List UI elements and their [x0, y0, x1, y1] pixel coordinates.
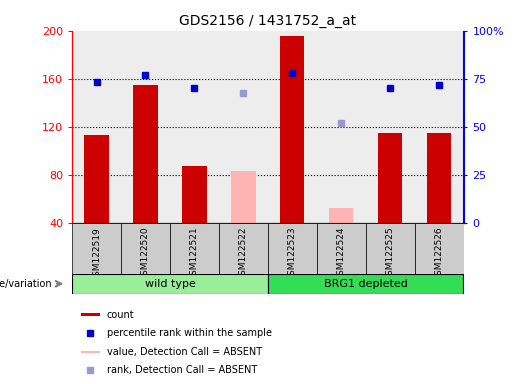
Bar [268, 223, 317, 275]
Bar [121, 31, 170, 223]
Bar [378, 133, 402, 223]
Text: count: count [107, 310, 134, 320]
Title: GDS2156 / 1431752_a_at: GDS2156 / 1431752_a_at [179, 14, 356, 28]
Bar [427, 133, 451, 223]
Text: GSM122522: GSM122522 [239, 227, 248, 281]
Bar [268, 274, 464, 294]
Bar [182, 166, 207, 223]
Text: genotype/variation: genotype/variation [0, 279, 52, 289]
Bar [268, 31, 317, 223]
Bar [170, 223, 219, 275]
Text: GSM122525: GSM122525 [386, 227, 394, 281]
Text: rank, Detection Call = ABSENT: rank, Detection Call = ABSENT [107, 366, 257, 376]
Bar [415, 223, 464, 275]
Text: BRG1 depleted: BRG1 depleted [324, 279, 407, 289]
Text: wild type: wild type [145, 279, 195, 289]
Bar [317, 223, 366, 275]
Bar [329, 208, 353, 223]
Bar [366, 223, 415, 275]
Bar [72, 223, 121, 275]
Text: GSM122526: GSM122526 [435, 227, 443, 281]
Bar [170, 31, 219, 223]
Bar [280, 36, 304, 223]
Bar [81, 351, 100, 353]
Text: GSM122520: GSM122520 [141, 227, 150, 281]
Text: GSM122524: GSM122524 [337, 227, 346, 281]
Bar [81, 313, 100, 316]
Bar [415, 31, 464, 223]
Text: GSM122519: GSM122519 [92, 227, 101, 281]
Text: GSM122523: GSM122523 [288, 227, 297, 281]
Bar [72, 274, 268, 294]
Bar [317, 31, 366, 223]
Bar [72, 31, 121, 223]
Bar [231, 171, 255, 223]
Bar [84, 135, 109, 223]
Bar [219, 31, 268, 223]
Bar [133, 85, 158, 223]
Bar [366, 31, 415, 223]
Text: percentile rank within the sample: percentile rank within the sample [107, 328, 272, 338]
Text: value, Detection Call = ABSENT: value, Detection Call = ABSENT [107, 347, 262, 357]
Bar [219, 223, 268, 275]
Text: GSM122521: GSM122521 [190, 227, 199, 281]
Bar [121, 223, 170, 275]
